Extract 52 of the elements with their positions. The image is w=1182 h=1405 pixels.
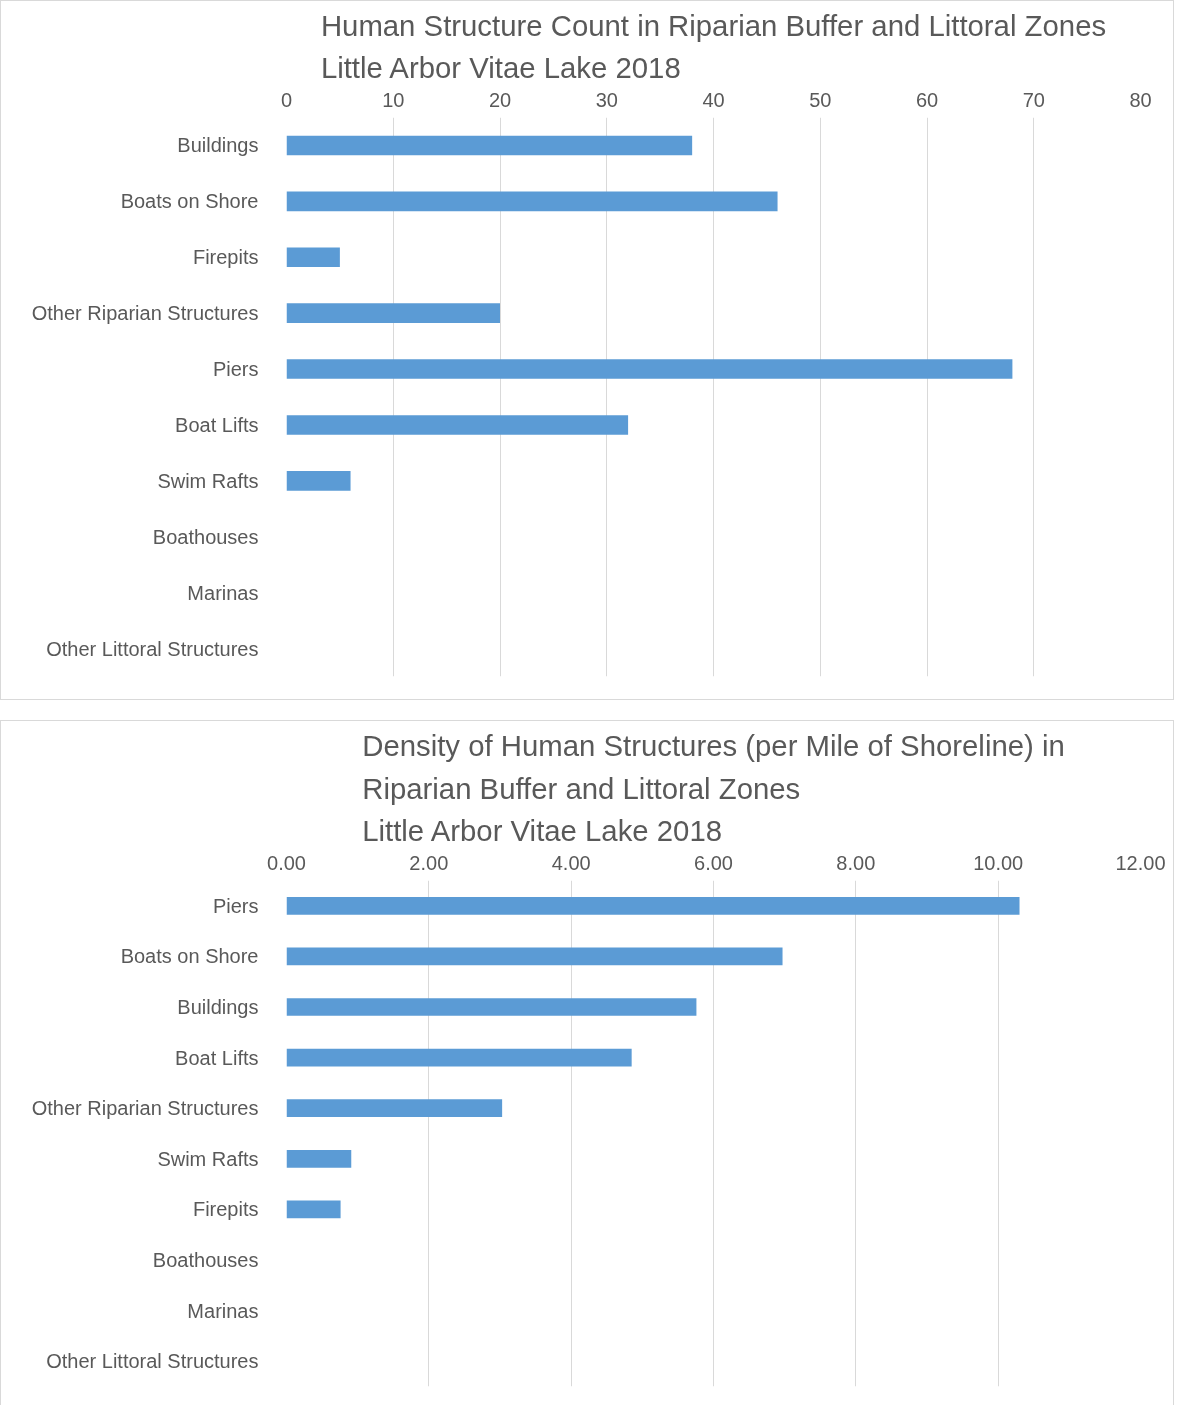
y-tick-label: Swim Rafts bbox=[157, 469, 259, 492]
x-tick-label: 4.00 bbox=[551, 851, 591, 874]
bar bbox=[286, 896, 1020, 915]
bar bbox=[286, 415, 629, 435]
bar bbox=[286, 1048, 632, 1067]
x-tick-label: 40 bbox=[702, 88, 725, 111]
y-tick-label: Boathouses bbox=[152, 525, 259, 548]
bar bbox=[286, 303, 500, 323]
y-tick-label: Buildings bbox=[177, 134, 259, 157]
bar bbox=[286, 1099, 503, 1118]
y-tick-label: Boathouses bbox=[152, 1249, 259, 1271]
x-tick-label: 50 bbox=[809, 88, 832, 111]
y-tick-label: Firepits bbox=[192, 246, 259, 269]
x-tick-label: 12.00 bbox=[1115, 851, 1166, 874]
y-tick-label: Other Riparian Structures bbox=[31, 302, 259, 325]
bar bbox=[286, 998, 697, 1016]
bar bbox=[286, 1149, 352, 1168]
y-tick-label: Piers bbox=[212, 358, 259, 381]
y-tick-label: Buildings bbox=[177, 996, 259, 1018]
chart-title: Density of Human Structures (per Mile of Shoreline) in Riparian Buffer and Littoral Zones Little Arbor Vitae Lake 2018 bbox=[362, 728, 1065, 848]
x-tick-label: 0.00 bbox=[267, 851, 306, 874]
x-tick-label: 2.00 bbox=[409, 851, 449, 874]
x-tick-label: 6.00 bbox=[694, 851, 733, 874]
bar bbox=[286, 947, 783, 966]
y-tick-label: Marinas bbox=[187, 581, 259, 604]
bar bbox=[286, 359, 1013, 379]
bar bbox=[286, 471, 351, 491]
y-tick-label: Boat Lifts bbox=[175, 1046, 259, 1069]
x-tick-label: 60 bbox=[915, 88, 939, 111]
y-tick-label: Swim Rafts bbox=[157, 1147, 259, 1170]
chart-title: Human Structure Count in Riparian Buffer and Littoral Zones Little Arbor Vitae Lake 2018 bbox=[320, 8, 1107, 85]
y-tick-label: Other Littoral Structures bbox=[46, 637, 259, 660]
bar bbox=[286, 135, 693, 156]
x-tick-label: 20 bbox=[488, 88, 512, 111]
y-tick-label: Piers bbox=[212, 894, 259, 917]
x-tick-label: 10.00 bbox=[973, 851, 1024, 874]
x-tick-label: 8.00 bbox=[836, 851, 876, 874]
y-tick-label: Boats on Shore bbox=[120, 190, 259, 213]
bar bbox=[286, 191, 778, 212]
x-tick-label: 30 bbox=[595, 88, 618, 111]
y-tick-label: Boats on Shore bbox=[120, 945, 259, 968]
y-tick-label: Boat Lifts bbox=[175, 413, 259, 436]
y-tick-label: Marinas bbox=[187, 1299, 259, 1322]
y-tick-label: Other Riparian Structures bbox=[31, 1097, 259, 1120]
x-tick-label: 80 bbox=[1129, 88, 1152, 111]
y-tick-label: Firepits bbox=[192, 1198, 259, 1221]
y-tick-label: Other Littoral Structures bbox=[46, 1350, 259, 1373]
bar bbox=[286, 247, 340, 268]
x-tick-label: 70 bbox=[1022, 88, 1045, 111]
x-tick-label: 10 bbox=[382, 88, 405, 111]
bar bbox=[286, 1200, 341, 1219]
x-tick-label: 0 bbox=[280, 88, 293, 111]
